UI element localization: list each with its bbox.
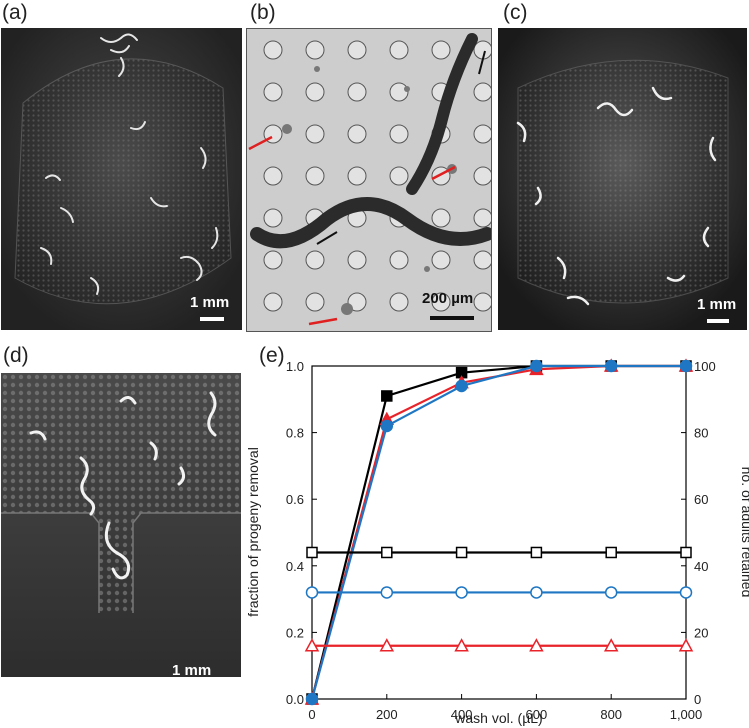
data-point	[305, 692, 319, 706]
data-point	[530, 546, 543, 559]
micrograph-a	[1, 28, 242, 330]
micrograph-d	[1, 373, 241, 677]
panel-label-e: (e)	[259, 344, 285, 367]
data-point	[605, 546, 617, 559]
data-point	[454, 638, 469, 652]
x-tick-label: 200	[376, 707, 398, 722]
scale-bar-d	[168, 686, 220, 690]
scale-label-d: 1 mm	[172, 662, 212, 679]
data-point	[530, 360, 543, 372]
data-point	[603, 638, 619, 652]
data-point	[679, 359, 693, 373]
y-tick-label: 1.0	[286, 359, 304, 374]
data-point	[680, 360, 692, 372]
micrograph-b-image	[247, 29, 491, 331]
data-point	[379, 411, 395, 426]
scale-label-c: 1 mm	[697, 296, 737, 313]
y-tick-label: 0.0	[286, 692, 304, 707]
y2-axis-label: no. of adults retained	[739, 467, 749, 598]
series-line-1	[310, 364, 686, 700]
data-point	[679, 586, 693, 599]
panel-label-c: (c)	[503, 1, 528, 24]
data-point	[306, 693, 318, 705]
y2-tick-label: 0	[694, 692, 701, 707]
y-tick-label: 0.6	[286, 492, 304, 507]
data-point	[680, 546, 692, 559]
data-point	[529, 638, 544, 652]
x-tick-label: 600	[526, 707, 548, 722]
x-axis-label: wash vol. (µL)	[454, 710, 542, 726]
data-point	[455, 586, 468, 599]
y2-tick-label: 20	[694, 625, 708, 640]
micrograph-c	[498, 28, 747, 330]
y-tick-label: 0.8	[286, 426, 304, 441]
x-tick-label: 400	[451, 707, 473, 722]
data-point	[455, 366, 468, 379]
data-point	[603, 358, 619, 372]
data-point	[530, 586, 543, 599]
data-point	[605, 360, 617, 372]
panel-label-d: (d)	[3, 344, 29, 367]
data-point	[304, 638, 320, 652]
x-tick-label: 1,000	[670, 707, 703, 722]
micrograph-a-image	[1, 28, 242, 330]
data-point	[305, 586, 319, 599]
micrograph-c-image	[498, 28, 747, 330]
plot-frame	[311, 365, 687, 700]
data-point	[604, 359, 618, 373]
data-point	[678, 638, 694, 652]
y-tick-label: 0.4	[286, 559, 304, 574]
x-tick-label: 800	[600, 707, 622, 722]
series-line-2	[310, 364, 686, 700]
micrograph-d-image	[1, 373, 241, 677]
series-line-0	[310, 364, 686, 700]
data-point	[678, 358, 694, 372]
scale-bar-b	[430, 316, 474, 320]
y2-tick-label: 60	[694, 492, 708, 507]
y-tick-label: 0.2	[286, 625, 304, 640]
data-point	[381, 546, 393, 559]
scale-bar-c	[707, 319, 729, 323]
micrograph-b	[246, 28, 492, 332]
scale-label-b: 200 µm	[422, 290, 474, 307]
x-tick-label: 0	[308, 707, 315, 722]
y2-tick-label: 80	[694, 426, 708, 441]
scale-label-a: 1 mm	[190, 294, 230, 311]
y-axis-label: fraction of progeny removal	[245, 447, 261, 617]
data-point	[379, 638, 395, 652]
data-point	[381, 390, 393, 402]
y2-tick-label: 100	[694, 359, 716, 374]
panel-label-a: (a)	[2, 1, 28, 24]
data-point	[455, 379, 468, 393]
data-point	[380, 419, 394, 433]
data-point	[380, 586, 394, 599]
data-point	[604, 586, 618, 599]
y2-tick-label: 40	[694, 559, 708, 574]
data-point	[455, 546, 468, 559]
scale-bar-a	[200, 317, 224, 321]
data-point	[530, 359, 543, 373]
data-point	[454, 375, 469, 389]
data-point	[529, 361, 544, 376]
data-point	[306, 546, 318, 559]
data-point	[304, 691, 320, 705]
panel-label-b: (b)	[250, 1, 276, 24]
